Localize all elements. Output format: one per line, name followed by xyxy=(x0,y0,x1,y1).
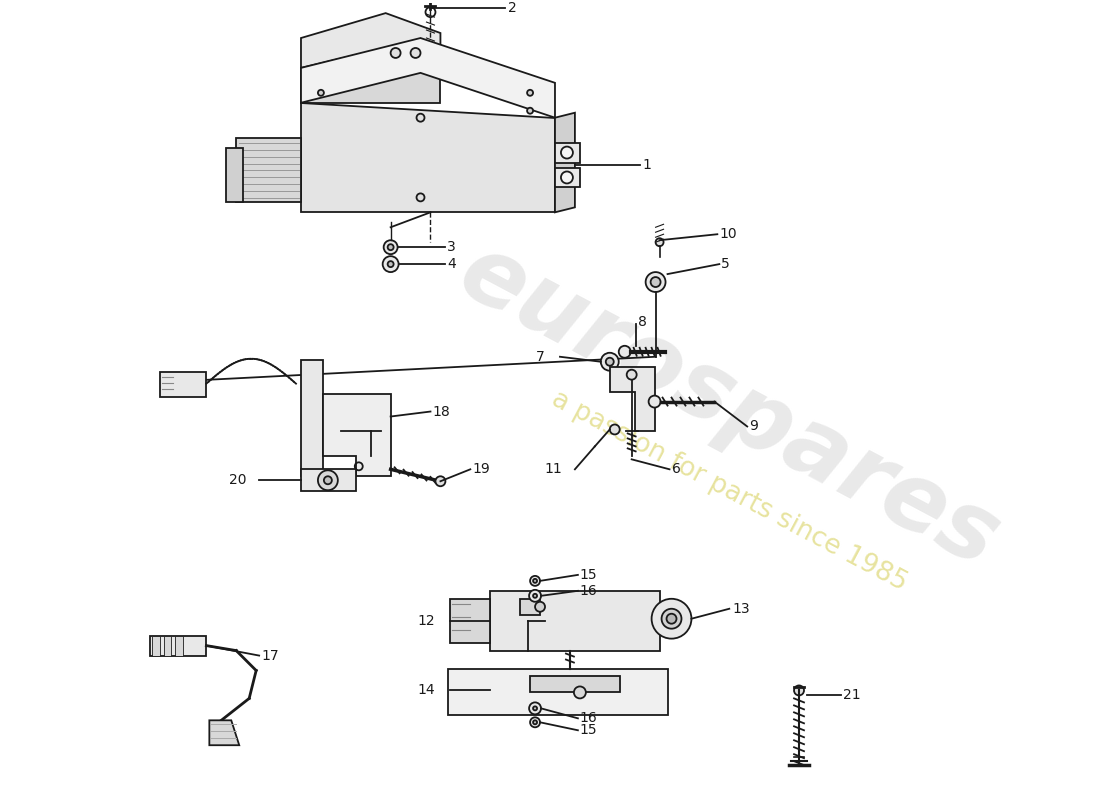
Text: 14: 14 xyxy=(418,683,436,698)
Polygon shape xyxy=(236,138,301,202)
Text: 15: 15 xyxy=(580,568,597,582)
Circle shape xyxy=(530,718,540,727)
Text: 19: 19 xyxy=(472,462,491,476)
Circle shape xyxy=(387,261,394,267)
Polygon shape xyxy=(227,147,243,202)
Text: a passion for parts since 1985: a passion for parts since 1985 xyxy=(547,386,912,596)
Polygon shape xyxy=(556,167,580,187)
Circle shape xyxy=(323,476,332,484)
Polygon shape xyxy=(301,13,440,68)
Circle shape xyxy=(561,171,573,183)
Polygon shape xyxy=(176,636,184,655)
Circle shape xyxy=(527,90,534,96)
Polygon shape xyxy=(301,360,323,476)
Text: 7: 7 xyxy=(537,350,544,364)
Circle shape xyxy=(794,686,804,695)
Text: 11: 11 xyxy=(544,462,562,476)
Polygon shape xyxy=(556,113,575,212)
Text: 18: 18 xyxy=(432,405,450,418)
Polygon shape xyxy=(301,102,556,212)
Text: 5: 5 xyxy=(722,257,730,271)
Circle shape xyxy=(527,108,534,114)
Text: 1: 1 xyxy=(642,158,651,171)
Circle shape xyxy=(529,702,541,714)
Circle shape xyxy=(318,90,323,96)
Text: 9: 9 xyxy=(749,419,758,434)
Polygon shape xyxy=(491,591,660,650)
Polygon shape xyxy=(323,394,390,476)
Polygon shape xyxy=(609,366,654,431)
Polygon shape xyxy=(301,68,440,102)
Circle shape xyxy=(534,706,537,710)
Polygon shape xyxy=(520,598,540,614)
Circle shape xyxy=(661,609,682,629)
Text: 6: 6 xyxy=(671,462,681,476)
Circle shape xyxy=(417,194,425,202)
Circle shape xyxy=(649,395,661,407)
Circle shape xyxy=(390,48,400,58)
Circle shape xyxy=(383,256,398,272)
Polygon shape xyxy=(164,636,172,655)
Circle shape xyxy=(656,238,663,246)
Circle shape xyxy=(651,598,692,638)
Polygon shape xyxy=(152,636,160,655)
Text: 20: 20 xyxy=(229,474,246,487)
Polygon shape xyxy=(209,720,239,746)
Polygon shape xyxy=(556,142,580,162)
Circle shape xyxy=(534,579,537,583)
Text: 10: 10 xyxy=(719,227,737,242)
Circle shape xyxy=(534,594,537,598)
Circle shape xyxy=(410,48,420,58)
Text: 2: 2 xyxy=(508,1,517,15)
Circle shape xyxy=(609,425,619,434)
Polygon shape xyxy=(450,598,491,642)
Text: 16: 16 xyxy=(580,584,597,598)
Text: 15: 15 xyxy=(580,723,597,738)
Polygon shape xyxy=(150,636,207,655)
Text: 21: 21 xyxy=(843,689,860,702)
Circle shape xyxy=(534,720,537,724)
Circle shape xyxy=(574,686,586,698)
Polygon shape xyxy=(530,677,619,693)
Circle shape xyxy=(650,277,661,287)
Circle shape xyxy=(530,576,540,586)
Circle shape xyxy=(606,358,614,366)
Circle shape xyxy=(387,244,394,250)
Polygon shape xyxy=(301,470,355,491)
Text: 16: 16 xyxy=(580,711,597,726)
Polygon shape xyxy=(160,372,207,397)
Circle shape xyxy=(601,353,618,370)
Polygon shape xyxy=(449,669,668,715)
Text: 13: 13 xyxy=(733,602,750,616)
Circle shape xyxy=(667,614,676,624)
Circle shape xyxy=(627,370,637,380)
Circle shape xyxy=(646,272,666,292)
Circle shape xyxy=(384,240,397,254)
Circle shape xyxy=(436,476,446,486)
Text: eurospares: eurospares xyxy=(444,226,1014,587)
Text: 3: 3 xyxy=(448,240,456,254)
Polygon shape xyxy=(301,38,556,118)
Text: 8: 8 xyxy=(638,315,647,329)
Circle shape xyxy=(417,114,425,122)
Text: 17: 17 xyxy=(261,649,278,662)
Circle shape xyxy=(618,346,630,358)
Circle shape xyxy=(529,590,541,602)
Circle shape xyxy=(561,146,573,158)
Text: 12: 12 xyxy=(418,614,436,628)
Circle shape xyxy=(535,602,544,612)
Circle shape xyxy=(318,470,338,490)
Text: 4: 4 xyxy=(448,257,456,271)
